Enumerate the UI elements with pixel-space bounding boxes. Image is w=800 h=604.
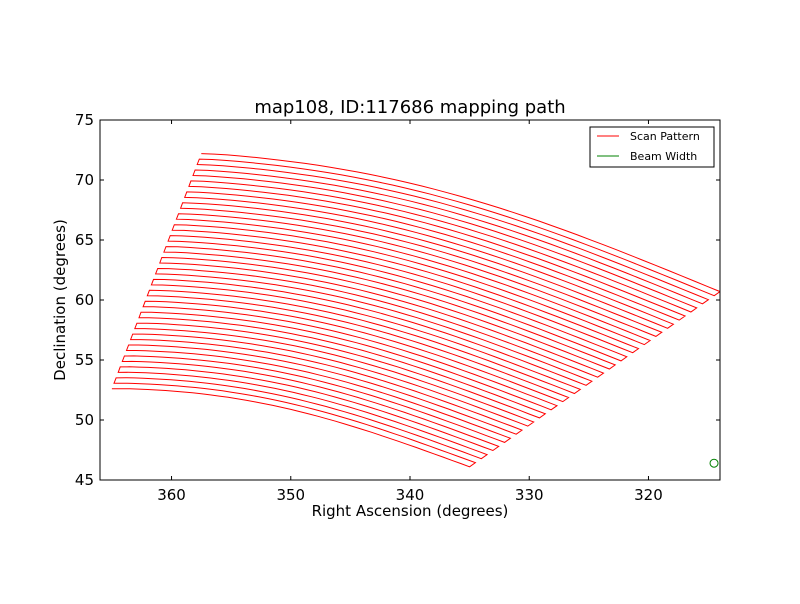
- y-tick-label: 65: [75, 231, 94, 249]
- y-tick-label: 70: [75, 171, 94, 189]
- y-tick-label: 60: [75, 291, 94, 309]
- x-axis-ticks: 360 350 340 330 320: [157, 120, 663, 504]
- x-axis-label: Right Ascension (degrees): [312, 502, 509, 520]
- y-axis-ticks: 45 50 55 60 65 70 75: [75, 111, 720, 489]
- x-tick-label: 360: [157, 486, 186, 504]
- legend-box: [589, 126, 715, 168]
- beam-width-series: [709, 458, 719, 468]
- x-tick-label: 350: [276, 486, 305, 504]
- beam-width-marker: [709, 458, 719, 468]
- y-tick-label: 50: [75, 411, 94, 429]
- y-axis-label: Declination (degrees): [51, 219, 69, 381]
- x-tick-label: 330: [515, 486, 544, 504]
- legend-scan-label: Scan Pattern: [630, 130, 700, 143]
- scan-pattern-path: [111, 153, 720, 468]
- x-tick-label: 340: [396, 486, 425, 504]
- y-tick-label: 75: [75, 111, 94, 129]
- chart-title: map108, ID:117686 mapping path: [254, 97, 565, 118]
- scan-pattern-series: [111, 153, 720, 468]
- x-tick-label: 320: [634, 486, 663, 504]
- y-tick-label: 55: [75, 351, 94, 369]
- legend-beam-label: Beam Width: [630, 150, 697, 163]
- legend: Scan Pattern Beam Width: [589, 126, 715, 168]
- y-tick-label: 45: [75, 471, 94, 489]
